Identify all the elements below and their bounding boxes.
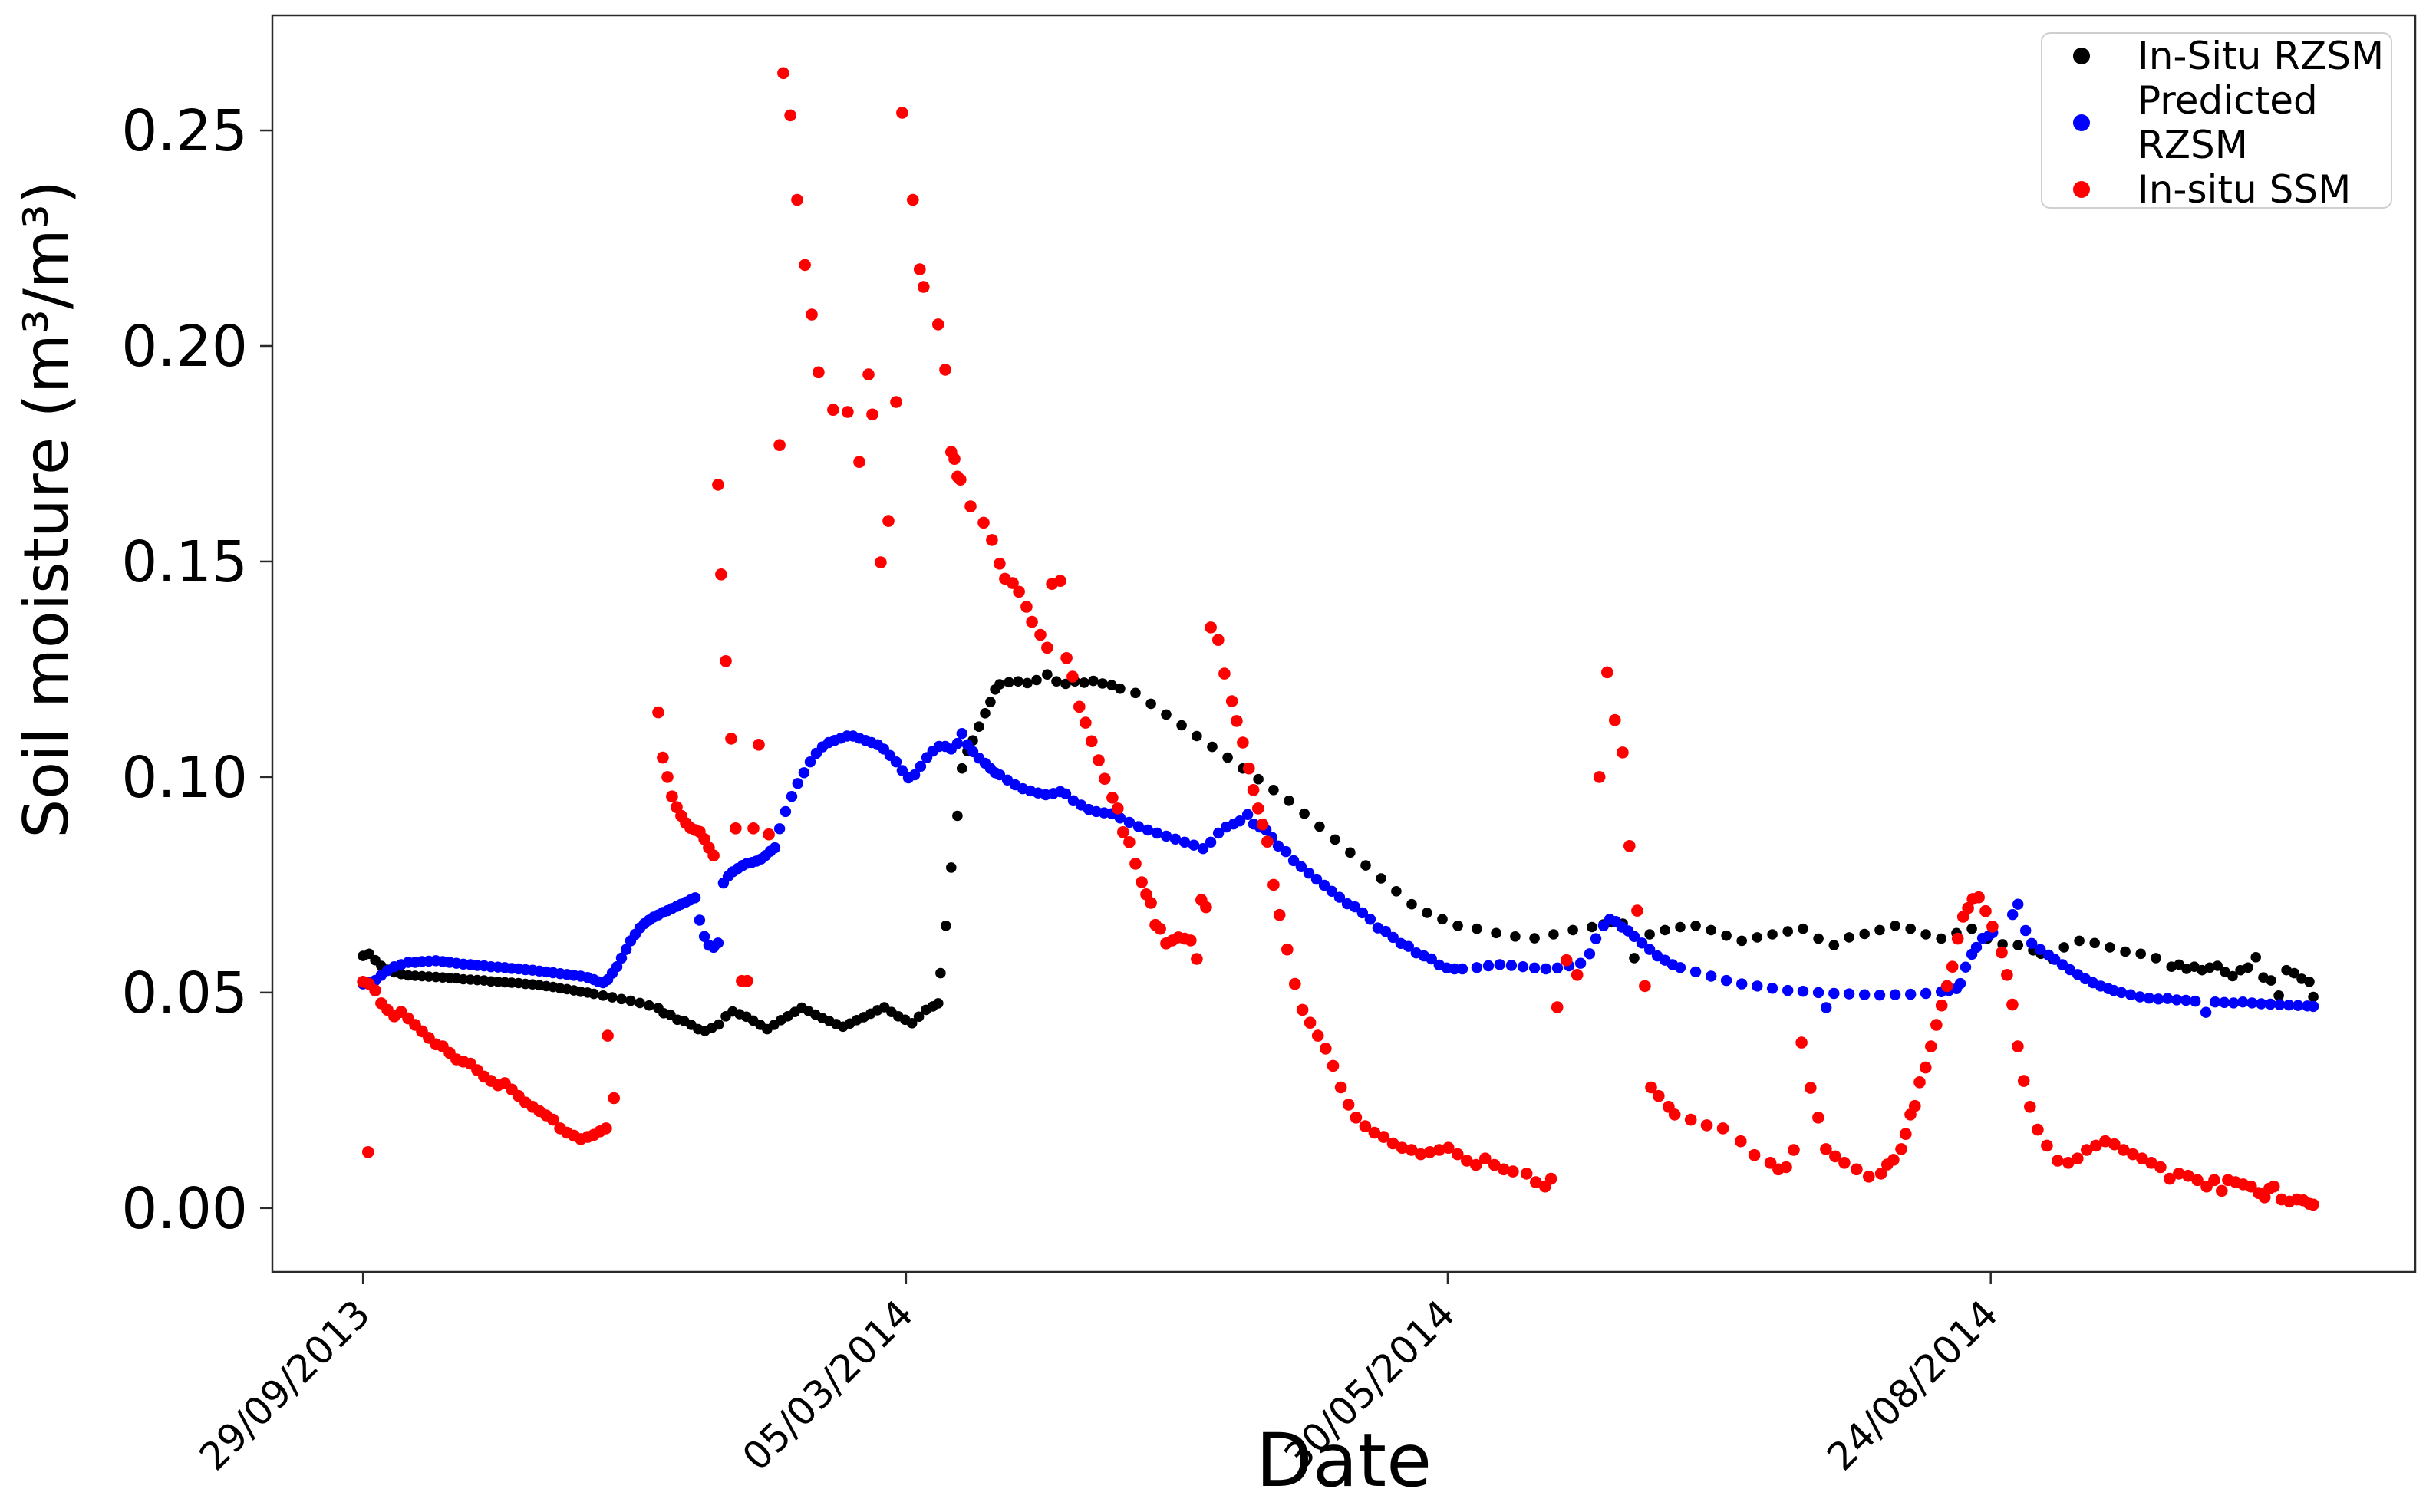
legend-label-insitu-ssm: In-situ SSM [2138,167,2352,212]
legend: In-Situ RZSM Predicted RZSM In-situ SSM [2041,32,2392,212]
svg-text:0.05: 0.05 [121,960,248,1026]
y-axis-label: Soil moisture (m³/m³) [11,180,82,838]
legend-label-insitu-rzsm: In-Situ RZSM [2138,34,2385,78]
svg-text:0.25: 0.25 [121,98,248,164]
svg-text:0.00: 0.00 [121,1176,248,1242]
legend-marker-predicted-rzsm-icon [2073,114,2090,131]
x-axis-label: Date [1255,1418,1432,1504]
legend-label-predicted-rzsm: Predicted RZSM [2138,78,2318,167]
svg-text:0.10: 0.10 [121,745,248,811]
legend-marker-insitu-rzsm-icon [2073,48,2090,64]
svg-text:0.15: 0.15 [121,529,248,595]
legend-item-insitu-rzsm: In-Situ RZSM [2073,34,2391,78]
legend-marker-insitu-ssm-icon [2073,181,2090,198]
svg-text:0.20: 0.20 [121,314,248,380]
legend-item-insitu-ssm: In-situ SSM [2073,167,2391,212]
legend-item-predicted-rzsm: Predicted RZSM [2073,78,2391,167]
